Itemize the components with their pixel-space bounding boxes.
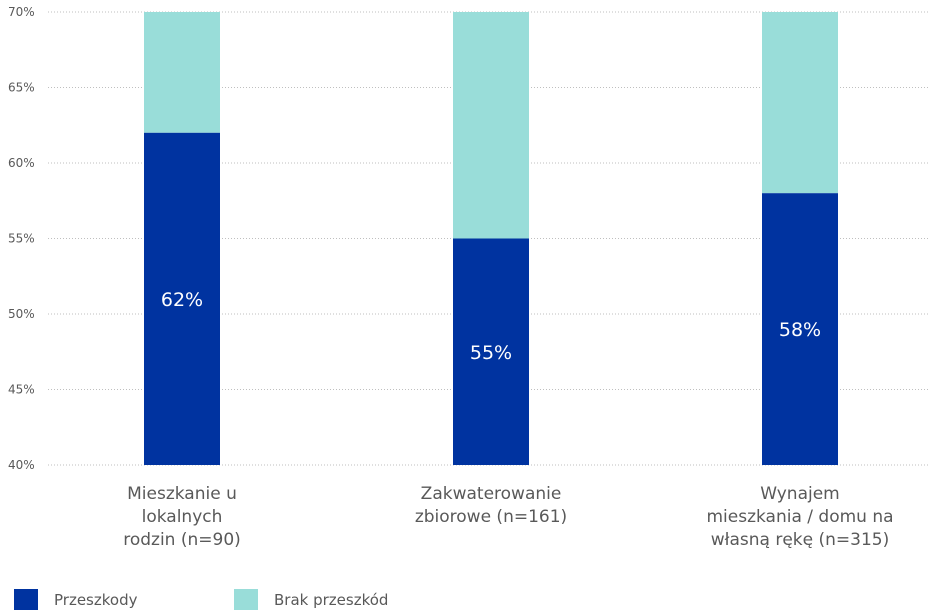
bar-segment-brak-przeszkod	[453, 12, 529, 239]
legend-label: Przeszkody	[54, 591, 138, 609]
y-tick-label: 50%	[8, 307, 35, 321]
x-category-label: lokalnych	[142, 507, 223, 527]
y-tick-label: 60%	[8, 156, 35, 170]
y-tick-label: 70%	[8, 5, 35, 19]
x-category-label: Wynajem	[760, 484, 840, 504]
bar-segment-przeszkody	[453, 238, 529, 465]
legend-swatch	[234, 589, 258, 610]
x-category-label: Mieszkanie u	[127, 484, 237, 504]
x-category-label: Zakwaterowanie	[421, 484, 562, 504]
x-category-label: rodzin (n=90)	[123, 530, 241, 550]
data-label: 62%	[161, 289, 203, 311]
y-tick-label: 65%	[8, 81, 35, 95]
data-label: 55%	[470, 342, 512, 364]
bar-segment-przeszkody	[762, 193, 838, 465]
legend-label: Brak przeszkód	[274, 591, 388, 609]
y-tick-label: 55%	[8, 232, 35, 246]
x-category-label: własną rękę (n=315)	[711, 530, 890, 550]
y-tick-label: 45%	[8, 383, 35, 397]
y-tick-label: 40%	[8, 458, 35, 472]
legend-swatch	[14, 589, 38, 610]
bar-segment-przeszkody	[144, 132, 220, 466]
bar-segment-brak-przeszkod	[762, 12, 838, 194]
data-label: 58%	[779, 319, 821, 341]
x-category-label: zbiorowe (n=161)	[415, 507, 567, 527]
bar-segment-brak-przeszkod	[144, 12, 220, 133]
x-category-label: mieszkania / domu na	[706, 507, 893, 527]
